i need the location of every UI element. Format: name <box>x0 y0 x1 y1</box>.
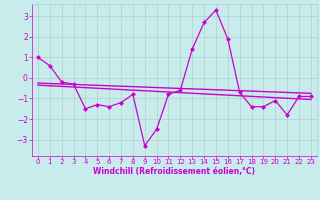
X-axis label: Windchill (Refroidissement éolien,°C): Windchill (Refroidissement éolien,°C) <box>93 167 255 176</box>
